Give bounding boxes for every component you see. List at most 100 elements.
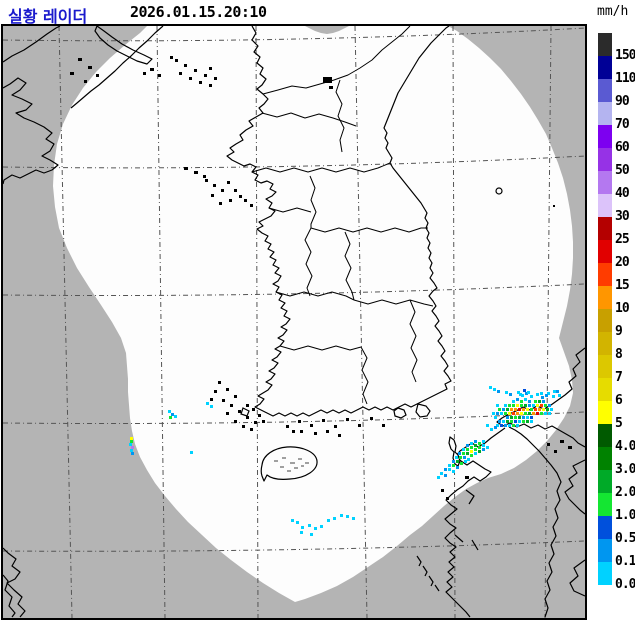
- precip-cell: [470, 442, 473, 445]
- precip-cell: [478, 446, 481, 449]
- precip-cell: [504, 404, 507, 407]
- precip-cell: [530, 416, 533, 419]
- precip-cell: [291, 519, 294, 522]
- precip-cell: [518, 420, 521, 423]
- legend-color-bar: [598, 33, 612, 608]
- precip-cell: [478, 450, 481, 453]
- precip-cell: [333, 517, 336, 520]
- precip-cell: [548, 412, 551, 415]
- legend-segment: [598, 240, 612, 263]
- precip-cell: [542, 408, 545, 411]
- precip-cell: [456, 460, 459, 463]
- precip-cell: [130, 437, 133, 440]
- precip-cell: [478, 442, 481, 445]
- precip-cell: [524, 398, 527, 401]
- precip-cell: [514, 408, 517, 411]
- legend-label: 7: [615, 370, 623, 385]
- precip-cell: [553, 390, 556, 393]
- precip-cell: [474, 444, 477, 447]
- precip-cell: [506, 420, 509, 423]
- legend-label: 50: [615, 163, 630, 178]
- precip-cell: [482, 448, 485, 451]
- precip-cell: [510, 420, 513, 423]
- precip-cell: [524, 412, 527, 415]
- precip-cell: [536, 393, 539, 396]
- legend-label: 1.0: [615, 508, 635, 523]
- precip-cell: [520, 404, 523, 407]
- precip-cell: [130, 440, 133, 443]
- precip-cell: [508, 424, 511, 427]
- precip-cell: [174, 415, 177, 418]
- precip-cell: [448, 468, 451, 471]
- legend-label: 15: [615, 278, 630, 293]
- legend-label: 110: [615, 71, 635, 86]
- legend-segment: [598, 148, 612, 171]
- precip-cell: [524, 404, 527, 407]
- precip-cell: [504, 412, 507, 415]
- legend-segment: [598, 401, 612, 424]
- precip-cell: [320, 525, 323, 528]
- legend-segment: [598, 493, 612, 516]
- precip-cell: [548, 404, 551, 407]
- legend-segment: [598, 470, 612, 493]
- precip-cell: [496, 404, 499, 407]
- legend-segment: [598, 56, 612, 79]
- legend-segment: [598, 378, 612, 401]
- precip-cell: [512, 404, 515, 407]
- legend-segment: [598, 33, 612, 56]
- precip-cell: [467, 458, 470, 461]
- precip-cell: [206, 402, 209, 405]
- legend-segment: [598, 585, 612, 608]
- precip-cell: [516, 412, 519, 415]
- precip-cell: [470, 454, 473, 457]
- legend-label: 8: [615, 347, 623, 362]
- legend-label: 9: [615, 324, 623, 339]
- precip-cell: [525, 392, 528, 395]
- precip-cell: [470, 446, 473, 449]
- precip-cell: [530, 408, 533, 411]
- precip-cell: [508, 412, 511, 415]
- precip-cell: [448, 464, 451, 467]
- precip-cell: [346, 515, 349, 518]
- precip-cell: [502, 408, 505, 411]
- precip-cell: [542, 400, 545, 403]
- precip-cell: [444, 468, 447, 471]
- legend-unit-label: mm/h: [597, 4, 629, 19]
- legend-label: 0.0: [615, 577, 635, 592]
- precip-cell: [522, 420, 525, 423]
- precip-cell: [452, 464, 455, 467]
- legend-label: 90: [615, 94, 630, 109]
- precip-cell: [474, 452, 477, 455]
- precip-cell: [340, 514, 343, 517]
- precip-cell: [509, 393, 512, 396]
- precip-cell: [494, 426, 497, 429]
- precip-cell: [301, 526, 304, 529]
- precip-cell: [538, 408, 541, 411]
- legend-label: 0.5: [615, 531, 635, 546]
- precip-cell: [522, 408, 525, 411]
- legend-labels: 150 110 90 70 60 50 40 30 25 20 15 10 9 8 7 6 5 4.0 3.0 2.0…: [615, 0, 635, 620]
- precip-cell: [462, 448, 465, 451]
- legend-label: 60: [615, 140, 630, 155]
- precip-cell: [510, 416, 513, 419]
- precip-cell: [523, 389, 526, 392]
- legend-segment: [598, 447, 612, 470]
- precip-cell: [486, 446, 489, 449]
- precip-cell: [482, 440, 485, 443]
- precip-cell: [474, 448, 477, 451]
- precip-cell: [190, 451, 193, 454]
- precip-cell: [552, 395, 555, 398]
- precip-cell: [530, 420, 533, 423]
- precip-cell: [521, 394, 524, 397]
- precip-cell: [489, 386, 492, 389]
- precip-cell: [129, 443, 132, 446]
- legend-segment: [598, 309, 612, 332]
- legend-label: 0.1: [615, 554, 635, 569]
- precip-cell: [518, 416, 521, 419]
- precip-cell: [541, 396, 544, 399]
- precip-cell: [536, 412, 539, 415]
- precip-cell: [437, 476, 440, 479]
- precip-cell: [502, 420, 505, 423]
- legend-segment: [598, 102, 612, 125]
- legend-label: 6: [615, 393, 623, 408]
